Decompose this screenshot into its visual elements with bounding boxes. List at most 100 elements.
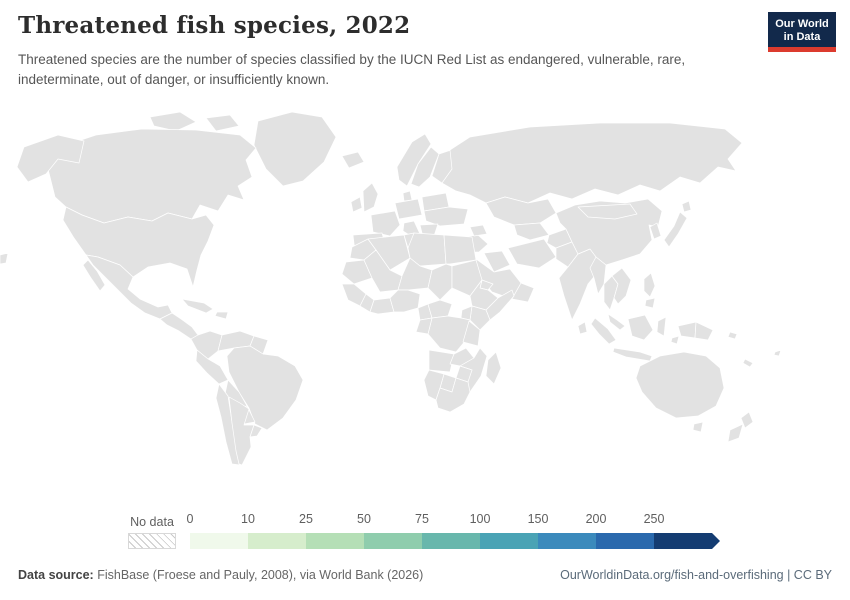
country-ukraine[interactable] bbox=[423, 206, 469, 227]
country-egypt[interactable] bbox=[443, 234, 477, 265]
country-iran[interactable] bbox=[507, 238, 557, 269]
country-mexico-baja[interactable] bbox=[82, 259, 106, 292]
legend-bucket-10-25[interactable] bbox=[248, 533, 306, 549]
attribution-link[interactable]: OurWorldinData.org/fish-and-overfishing … bbox=[560, 568, 832, 582]
country-philippines-mindanao[interactable] bbox=[644, 297, 656, 309]
legend-bucket-50-75[interactable] bbox=[364, 533, 422, 549]
country-indonesia-maluku[interactable] bbox=[670, 335, 680, 345]
chart-footer: Data source: FishBase (Froese and Pauly,… bbox=[18, 568, 832, 582]
legend-bucket-0-10[interactable] bbox=[190, 533, 248, 549]
legend-bucket-200-250[interactable] bbox=[596, 533, 654, 549]
country-japan[interactable] bbox=[663, 211, 688, 248]
country-peru[interactable] bbox=[195, 349, 229, 385]
country-angola[interactable] bbox=[428, 349, 455, 373]
country-philippines-luzon[interactable] bbox=[643, 272, 656, 298]
legend-bucket-75-100[interactable] bbox=[422, 533, 480, 549]
country-yemen-oman[interactable] bbox=[511, 282, 535, 303]
legend-bar bbox=[190, 533, 720, 549]
legend-bucket-25-50[interactable] bbox=[306, 533, 364, 549]
country-france[interactable] bbox=[370, 210, 401, 237]
country-central-african-republic[interactable] bbox=[427, 299, 453, 319]
country-solomon-islands[interactable] bbox=[727, 331, 738, 340]
country-argentina[interactable] bbox=[228, 396, 255, 466]
legend-bucket-150-200[interactable] bbox=[538, 533, 596, 549]
country-indonesia-sulawesi[interactable] bbox=[656, 316, 667, 337]
country-new-zealand-south[interactable] bbox=[727, 423, 744, 443]
country-brazil[interactable] bbox=[226, 345, 304, 431]
legend-no-data[interactable]: No data bbox=[128, 515, 176, 549]
country-caucasus[interactable] bbox=[469, 224, 488, 237]
country-germany[interactable] bbox=[394, 198, 423, 220]
country-denmark[interactable] bbox=[402, 190, 413, 202]
country-indonesia-papua[interactable] bbox=[677, 321, 697, 339]
country-sri-lanka[interactable] bbox=[577, 321, 588, 335]
country-indonesia-borneo[interactable] bbox=[627, 314, 654, 341]
country-uruguay[interactable] bbox=[249, 424, 263, 438]
country-new-zealand-north[interactable] bbox=[740, 411, 754, 429]
legend-tick-0: 0 bbox=[186, 512, 194, 526]
country-tanzania[interactable] bbox=[462, 320, 481, 347]
country-chile[interactable] bbox=[215, 383, 241, 466]
country-usa-hawaii[interactable] bbox=[0, 252, 9, 265]
country-fiji[interactable] bbox=[773, 349, 782, 357]
country-myanmar[interactable] bbox=[589, 256, 607, 295]
country-japan-hokkaido[interactable] bbox=[681, 200, 692, 213]
legend-tick-50: 50 bbox=[357, 512, 371, 526]
country-china[interactable] bbox=[555, 198, 663, 266]
country-central-america[interactable] bbox=[159, 312, 199, 340]
owid-logo[interactable]: Our World in Data bbox=[768, 12, 836, 52]
world-map-svg bbox=[0, 111, 782, 466]
country-drc[interactable] bbox=[427, 315, 471, 353]
country-mongolia[interactable] bbox=[577, 203, 638, 220]
country-canada-arctic-1[interactable] bbox=[149, 111, 197, 132]
country-nigeria[interactable] bbox=[389, 289, 421, 313]
country-iceland[interactable] bbox=[341, 151, 365, 169]
country-congo-gabon[interactable] bbox=[415, 317, 433, 335]
country-uganda[interactable] bbox=[460, 305, 473, 321]
country-new-caledonia[interactable] bbox=[742, 358, 754, 368]
country-australia-tasmania[interactable] bbox=[692, 421, 704, 433]
country-indonesia-java[interactable] bbox=[612, 347, 653, 362]
country-ireland[interactable] bbox=[350, 196, 363, 213]
country-indonesia-sumatra[interactable] bbox=[590, 317, 617, 345]
legend-bucket-100-150[interactable] bbox=[480, 533, 538, 549]
legend-tick-10: 10 bbox=[241, 512, 255, 526]
legend-tick-100: 100 bbox=[469, 512, 491, 526]
country-mauritania[interactable] bbox=[341, 259, 373, 285]
owid-logo-line2: in Data bbox=[783, 31, 821, 43]
legend-bucket-250+[interactable] bbox=[654, 533, 720, 549]
owid-logo-red-bar bbox=[768, 47, 836, 52]
country-mali[interactable] bbox=[363, 249, 403, 293]
world-choropleth-map bbox=[0, 106, 850, 508]
country-hispaniola[interactable] bbox=[214, 311, 229, 320]
country-papua-new-guinea[interactable] bbox=[694, 321, 714, 341]
country-mexico[interactable] bbox=[85, 254, 173, 320]
legend-tick-200: 200 bbox=[585, 512, 607, 526]
country-sweden[interactable] bbox=[410, 146, 440, 188]
map-legend: No data 0 10 25 50 75 100 150 200 250 bbox=[128, 512, 722, 549]
data-source-note: Data source: FishBase (Froese and Pauly,… bbox=[18, 568, 423, 582]
legend-tick-25: 25 bbox=[299, 512, 313, 526]
country-malaysia[interactable] bbox=[607, 313, 626, 331]
country-iraq[interactable] bbox=[483, 250, 511, 273]
country-usa[interactable] bbox=[62, 206, 215, 288]
country-uk[interactable] bbox=[362, 182, 379, 213]
chart-subtitle: Threatened species are the number of spe… bbox=[18, 52, 686, 87]
country-chad[interactable] bbox=[427, 263, 453, 301]
country-madagascar[interactable] bbox=[485, 351, 502, 385]
country-greenland[interactable] bbox=[253, 111, 337, 187]
country-ghana-ivory-coast[interactable] bbox=[369, 297, 395, 315]
country-norway[interactable] bbox=[396, 133, 432, 187]
country-australia[interactable] bbox=[635, 351, 725, 419]
country-south-africa[interactable] bbox=[435, 377, 471, 413]
country-cuba[interactable] bbox=[181, 298, 214, 314]
country-algeria[interactable] bbox=[367, 234, 411, 271]
country-south-korea[interactable] bbox=[649, 222, 662, 240]
country-canada-arctic-2[interactable] bbox=[205, 114, 240, 132]
country-central-asia[interactable] bbox=[513, 222, 550, 241]
country-russia[interactable] bbox=[441, 122, 743, 204]
country-usa-alaska[interactable] bbox=[16, 134, 85, 183]
owid-logo-line1: Our World bbox=[775, 18, 829, 30]
country-vietnam[interactable] bbox=[611, 267, 632, 305]
country-kazakhstan[interactable] bbox=[485, 196, 557, 226]
